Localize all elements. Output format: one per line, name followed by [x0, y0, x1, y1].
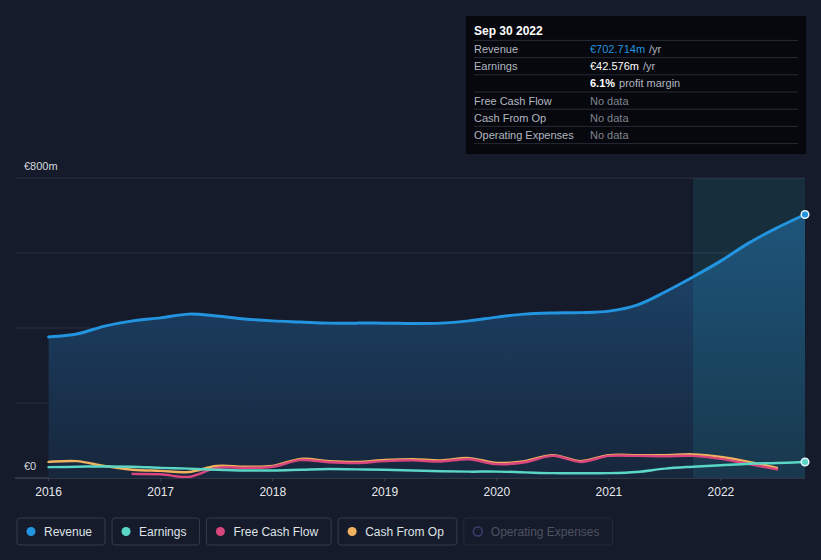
- legend-swatch: [122, 527, 131, 536]
- tooltip-label: Free Cash Flow: [474, 95, 552, 107]
- tooltip-value-text: 6.1%: [590, 77, 615, 89]
- tooltip: Sep 30 2022 Revenue €702.714m/yr Earnings €4…: [466, 16, 806, 154]
- legend-item[interactable]: Earnings: [112, 518, 199, 545]
- tooltip-value: 6.1% profit margin: [590, 77, 680, 89]
- legend-box: [17, 518, 105, 545]
- line: [49, 214, 805, 337]
- grid: €0 €800m 2016 2017 2018 2019 2020 2021 2022: [15, 160, 805, 499]
- x-tick-label: 2022: [708, 485, 735, 499]
- tooltip-value: No data: [590, 112, 629, 124]
- tooltip-unit: profit margin: [619, 77, 680, 89]
- legend-box: [464, 518, 613, 545]
- tooltip-separator: [474, 57, 798, 58]
- legend-label: Free Cash Flow: [233, 525, 318, 539]
- tooltip-value: €702.714m/yr: [590, 43, 662, 55]
- legend-box: [206, 518, 331, 545]
- legend: Revenue Earnings Free Cash Flow Cash From O…: [17, 518, 613, 545]
- end-dot: [801, 211, 809, 219]
- tooltip-label: Revenue: [474, 43, 518, 55]
- legend-item[interactable]: Free Cash Flow: [206, 518, 331, 545]
- tooltip-value: €42.576m/yr: [590, 60, 655, 72]
- tooltip-value: No data: [590, 95, 629, 107]
- x-tick: [496, 478, 497, 481]
- legend-swatch: [348, 527, 357, 536]
- tooltip-value-text: No data: [590, 112, 629, 124]
- area: [49, 214, 805, 478]
- grid-line: [15, 178, 805, 179]
- x-tick-label: 2019: [371, 485, 398, 499]
- x-tick: [272, 478, 273, 481]
- x-tick: [720, 478, 721, 481]
- end-dot: [801, 458, 809, 466]
- background: [0, 0, 821, 560]
- legend-swatch: [27, 527, 36, 536]
- tooltip-separator: [474, 40, 798, 41]
- tooltip-unit: /yr: [643, 60, 656, 72]
- x-tick: [160, 478, 161, 481]
- tooltip-box: [466, 16, 806, 154]
- tooltip-value-text: No data: [590, 95, 629, 107]
- y-tick-label: €800m: [24, 160, 58, 172]
- legend-swatch: [216, 527, 225, 536]
- legend-swatch: [473, 527, 482, 536]
- tooltip-label: Operating Expenses: [474, 129, 574, 141]
- legend-item[interactable]: Cash From Op: [338, 518, 457, 545]
- x-tick: [48, 478, 49, 481]
- tooltip-label: Earnings: [474, 60, 518, 72]
- x-tick-label: 2016: [35, 485, 62, 499]
- legend-label: Revenue: [44, 525, 92, 539]
- tooltip-value: No data: [590, 129, 629, 141]
- x-tick-label: 2017: [147, 485, 174, 499]
- tooltip-unit: /yr: [649, 43, 662, 55]
- chart: €0 €800m 2016 2017 2018 2019 2020 2021 2022 Sep 3…: [0, 0, 821, 560]
- y-tick-label: €0: [24, 460, 36, 472]
- legend-box: [112, 518, 199, 545]
- line: [49, 462, 805, 473]
- tooltip-separator: [474, 143, 798, 144]
- tooltip-separator: [474, 92, 798, 93]
- x-tick: [608, 478, 609, 481]
- x-tick-label: 2021: [596, 485, 623, 499]
- tooltip-value-text: €702.714m: [590, 43, 645, 55]
- legend-label: Earnings: [139, 525, 186, 539]
- tooltip-label: Cash From Op: [474, 112, 546, 124]
- tooltip-separator: [474, 74, 798, 75]
- tooltip-separator: [474, 109, 798, 110]
- plot-area: [49, 178, 805, 478]
- x-tick-label: 2020: [483, 485, 510, 499]
- legend-label: Operating Expenses: [491, 525, 600, 539]
- legend-box: [338, 518, 457, 545]
- tooltip-separator: [474, 126, 798, 127]
- x-tick: [384, 478, 385, 481]
- legend-item[interactable]: Operating Expenses: [464, 518, 613, 545]
- legend-item[interactable]: Revenue: [17, 518, 105, 545]
- grid-line: [15, 253, 805, 254]
- legend-label: Cash From Op: [365, 525, 444, 539]
- tooltip-title: Sep 30 2022: [474, 24, 543, 38]
- x-tick-label: 2018: [259, 485, 286, 499]
- tooltip-value-text: No data: [590, 129, 629, 141]
- tooltip-value-text: €42.576m: [590, 60, 639, 72]
